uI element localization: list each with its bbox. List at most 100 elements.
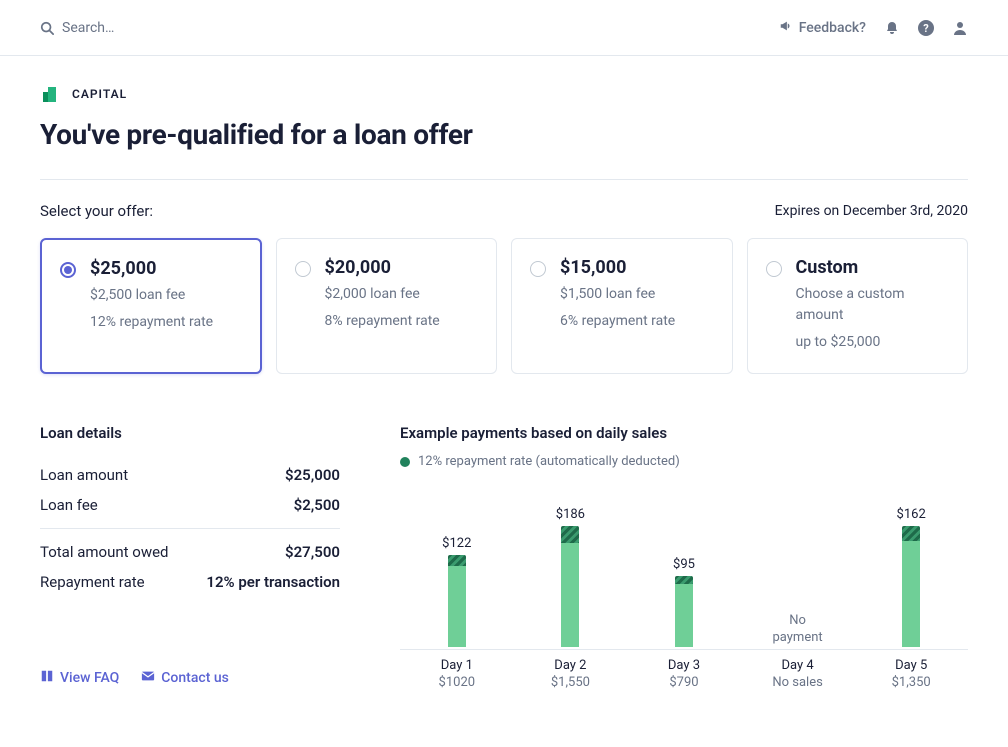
offer-amount: $20,000 (325, 257, 440, 278)
faq-label: View FAQ (60, 670, 119, 686)
bar-value-label: $95 (673, 557, 695, 572)
offers-grid: $25,000 $2,500 loan fee 12% repayment rate… (40, 238, 968, 374)
loan-details-heading: Loan details (40, 424, 340, 442)
detail-label: Total amount owed (40, 543, 169, 561)
topbar: Search… Feedback? ? (0, 0, 1008, 56)
axis-sales-label: $1,550 (514, 675, 628, 690)
axis-day-label: Day 3 (627, 658, 741, 673)
offer-amount: $25,000 (90, 258, 213, 279)
axis-column: Day 2 $1,550 (514, 650, 628, 690)
axis-day-label: Day 2 (514, 658, 628, 673)
offer-fee: $2,500 loan fee (90, 285, 213, 306)
bar-value-label: $122 (442, 536, 471, 551)
help-icon[interactable]: ? (918, 20, 934, 36)
chart-column: $95 (627, 507, 741, 647)
axis-column: Day 1 $1020 (400, 650, 514, 690)
feedback-button[interactable]: Feedback? (779, 19, 866, 37)
capital-logo-icon (40, 84, 60, 104)
detail-row: Total amount owed $27,500 (40, 537, 340, 567)
bar-chart: $122 $186 $95 Nopayment $162 (400, 487, 968, 647)
chart-area: Example payments based on daily sales 12… (400, 424, 968, 690)
loan-details: Loan details Loan amount $25,000 Loan fee $… (40, 424, 340, 690)
offer-card[interactable]: $25,000 $2,500 loan fee 12% repayment rate (40, 238, 262, 374)
offer-amount: Custom (796, 257, 950, 278)
divider (40, 528, 340, 529)
offer-rate: up to $25,000 (796, 332, 950, 353)
offer-rate: 6% repayment rate (560, 311, 675, 332)
book-icon (40, 669, 54, 687)
axis-day-label: Day 1 (400, 658, 514, 673)
main-content: CAPITAL You've pre-qualified for a loan … (0, 56, 1008, 710)
axis-column: Day 4 No sales (741, 650, 855, 690)
mail-icon (141, 669, 155, 687)
detail-value: $2,500 (294, 496, 340, 514)
offer-fee: $1,500 loan fee (560, 284, 675, 305)
megaphone-icon (779, 19, 793, 37)
radio-icon (295, 261, 311, 277)
chart-title: Example payments based on daily sales (400, 424, 968, 442)
detail-value: $25,000 (285, 466, 340, 484)
offer-rate: 12% repayment rate (90, 312, 213, 333)
detail-row: Loan fee $2,500 (40, 490, 340, 520)
offer-fee: Choose a custom amount (796, 284, 950, 326)
radio-icon (766, 261, 782, 277)
detail-label: Loan amount (40, 466, 128, 484)
brand-name: CAPITAL (72, 87, 127, 101)
chart-column: $122 (400, 507, 514, 647)
contact-label: Contact us (161, 670, 229, 686)
axis-column: Day 5 $1,350 (854, 650, 968, 690)
chart-bar (448, 555, 466, 647)
view-faq-link[interactable]: View FAQ (40, 669, 119, 687)
detail-label: Loan fee (40, 496, 98, 514)
detail-label: Repayment rate (40, 573, 145, 591)
offer-amount: $15,000 (560, 257, 675, 278)
detail-value: 12% per transaction (206, 573, 340, 591)
bell-icon[interactable] (884, 20, 900, 36)
no-payment-label: Nopayment (773, 613, 823, 647)
select-offer-row: Select your offer: Expires on December 3… (40, 202, 968, 220)
feedback-label: Feedback? (799, 20, 866, 36)
radio-icon (60, 262, 76, 278)
chart-column: Nopayment (741, 507, 855, 647)
detail-value: $27,500 (285, 543, 340, 561)
offer-rate: 8% repayment rate (325, 311, 440, 332)
lower-section: Loan details Loan amount $25,000 Loan fee $… (40, 424, 968, 690)
offer-card[interactable]: $15,000 $1,500 loan fee 6% repayment rate (511, 238, 733, 374)
legend-label: 12% repayment rate (automatically deduct… (418, 454, 680, 469)
search-placeholder: Search… (62, 20, 114, 36)
axis-column: Day 3 $790 (627, 650, 741, 690)
chart-legend: 12% repayment rate (automatically deduct… (400, 454, 968, 469)
radio-icon (530, 261, 546, 277)
contact-us-link[interactable]: Contact us (141, 669, 229, 687)
page-title: You've pre-qualified for a loan offer (40, 118, 968, 151)
offer-card[interactable]: $20,000 $2,000 loan fee 8% repayment rate (276, 238, 498, 374)
svg-text:?: ? (923, 22, 929, 35)
search-icon (40, 21, 54, 35)
expires-text: Expires on December 3rd, 2020 (775, 203, 968, 219)
footer-links: View FAQ Contact us (40, 669, 340, 687)
chart-bar (561, 526, 579, 647)
chart-bar (675, 576, 693, 648)
chart-bar (902, 526, 920, 647)
chart-axis: Day 1 $1020Day 2 $1,550 Day 3 $790Day 4 No sa… (400, 649, 968, 690)
detail-row: Loan amount $25,000 (40, 460, 340, 490)
offer-fee: $2,000 loan fee (325, 284, 440, 305)
offer-card[interactable]: Custom Choose a custom amount up to $25,00… (747, 238, 969, 374)
axis-sales-label: $1,350 (854, 675, 968, 690)
search-input[interactable]: Search… (40, 20, 114, 36)
axis-sales-label: No sales (741, 675, 855, 690)
axis-day-label: Day 5 (854, 658, 968, 673)
detail-row: Repayment rate 12% per transaction (40, 567, 340, 597)
axis-day-label: Day 4 (741, 658, 855, 673)
axis-sales-label: $1020 (400, 675, 514, 690)
select-offer-label: Select your offer: (40, 202, 153, 220)
profile-icon[interactable] (952, 20, 968, 36)
bar-value-label: $186 (556, 507, 585, 522)
chart-column: $162 (854, 507, 968, 647)
legend-dot-icon (400, 457, 410, 467)
axis-sales-label: $790 (627, 675, 741, 690)
topbar-actions: Feedback? ? (779, 19, 968, 37)
brand-row: CAPITAL (40, 84, 968, 104)
divider (40, 179, 968, 180)
bar-value-label: $162 (897, 507, 926, 522)
